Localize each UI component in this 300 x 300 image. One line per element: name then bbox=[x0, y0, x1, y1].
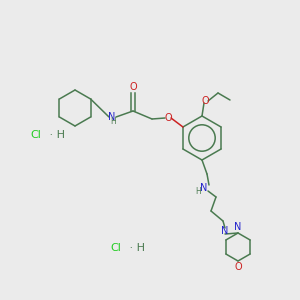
Text: O: O bbox=[234, 262, 242, 272]
Text: O: O bbox=[129, 82, 137, 92]
Text: H: H bbox=[110, 118, 116, 127]
Text: N: N bbox=[108, 112, 116, 122]
Text: · H: · H bbox=[46, 130, 65, 140]
Text: O: O bbox=[164, 113, 172, 123]
Text: · H: · H bbox=[126, 243, 145, 253]
Text: N: N bbox=[221, 226, 229, 236]
Text: O: O bbox=[201, 96, 209, 106]
Text: N: N bbox=[234, 222, 242, 232]
Text: N: N bbox=[200, 183, 208, 193]
Text: Cl: Cl bbox=[110, 243, 121, 253]
Text: H: H bbox=[195, 187, 201, 196]
Text: Cl: Cl bbox=[30, 130, 41, 140]
